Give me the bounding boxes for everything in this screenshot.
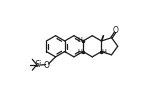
Text: H: H (78, 37, 83, 43)
Text: H: H (78, 49, 83, 55)
Text: O: O (44, 60, 50, 69)
Text: Si: Si (35, 60, 42, 69)
Text: O: O (113, 26, 119, 35)
Text: H: H (102, 49, 107, 55)
